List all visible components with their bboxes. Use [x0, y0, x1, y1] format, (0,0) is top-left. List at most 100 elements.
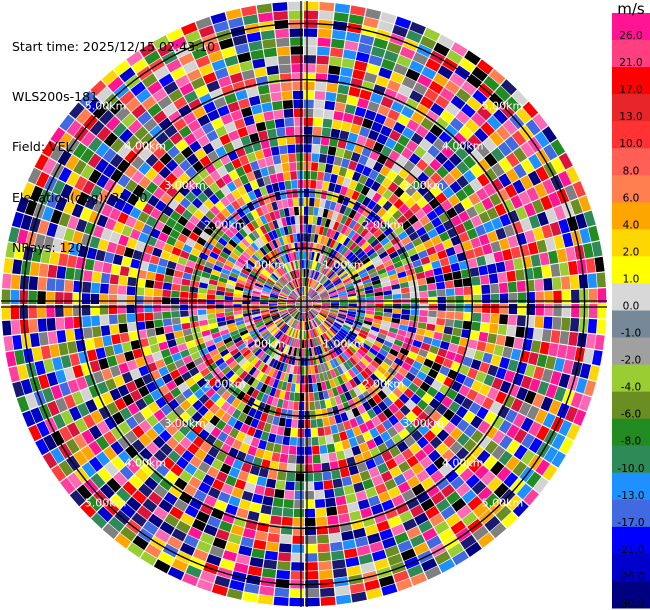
velocity-gate [311, 308, 320, 313]
velocity-gate [362, 478, 375, 490]
velocity-gate [186, 153, 199, 166]
velocity-gate [186, 203, 198, 215]
velocity-gate [340, 352, 349, 362]
velocity-gate [350, 473, 362, 484]
velocity-gate [20, 378, 33, 395]
velocity-gate [528, 421, 542, 437]
velocity-gate [352, 222, 361, 232]
velocity-gate [231, 363, 241, 373]
velocity-gate [571, 304, 580, 318]
velocity-gate [347, 313, 356, 318]
velocity-gate [213, 96, 227, 109]
velocity-gate [291, 243, 296, 252]
velocity-gate [271, 201, 279, 211]
velocity-gate [188, 476, 202, 489]
velocity-gate [199, 155, 212, 168]
velocity-gate [541, 265, 552, 278]
velocity-gate [179, 436, 192, 449]
velocity-gate [266, 541, 279, 552]
velocity-gate [366, 248, 376, 257]
velocity-gate [484, 342, 496, 354]
velocity-gate [320, 363, 326, 373]
velocity-gate [347, 293, 357, 297]
velocity-gate [294, 490, 304, 500]
velocity-gate [203, 101, 217, 114]
velocity-gate [304, 28, 318, 37]
velocity-gate [408, 382, 419, 393]
velocity-gate [304, 304, 313, 307]
velocity-gate [479, 383, 491, 397]
plot-info-block: Start time: 2025/12/15 02:43:10 WLS200s-… [12, 5, 215, 274]
velocity-gate [228, 326, 238, 333]
velocity-gate [170, 36, 187, 50]
velocity-gate [348, 378, 358, 389]
velocity-gate [357, 498, 370, 510]
velocity-gate [416, 159, 429, 172]
velocity-gate [155, 326, 165, 336]
velocity-gate [583, 210, 596, 227]
velocity-gate [282, 264, 288, 274]
velocity-gate [520, 449, 536, 466]
velocity-gate [67, 379, 80, 394]
velocity-gate [462, 155, 477, 169]
velocity-gate [565, 345, 577, 361]
velocity-gate [418, 284, 428, 292]
range-ring-label: 1.00km [323, 338, 365, 351]
velocity-gate [387, 366, 398, 377]
velocity-gate [166, 260, 177, 270]
range-ring-label: 3.00km [402, 417, 444, 430]
velocity-gate [312, 297, 321, 302]
velocity-gate [422, 336, 433, 345]
velocity-gate [5, 242, 17, 258]
velocity-gate [412, 237, 423, 247]
velocity-gate [378, 491, 391, 503]
velocity-gate [200, 324, 210, 332]
velocity-gate [399, 347, 410, 356]
velocity-gate [265, 56, 278, 67]
velocity-gate [250, 209, 260, 220]
nrays-text: NRays: 120 [12, 240, 84, 256]
velocity-gate [226, 394, 236, 405]
velocity-gate [387, 392, 399, 403]
velocity-gate [321, 307, 330, 311]
velocity-gate [330, 250, 338, 260]
velocity-gate [210, 12, 227, 25]
velocity-gate [319, 254, 326, 264]
velocity-gate [96, 381, 109, 395]
velocity-gate [462, 183, 475, 197]
velocity-gate [340, 158, 351, 169]
velocity-gate [357, 97, 370, 109]
velocity-gate [286, 135, 295, 145]
velocity-gate [245, 363, 254, 373]
velocity-gate [345, 348, 354, 357]
velocity-gate [147, 263, 158, 273]
velocity-gate [261, 292, 270, 297]
velocity-gate [288, 295, 297, 300]
velocity-gate [117, 159, 131, 174]
velocity-gate [493, 344, 504, 357]
velocity-gate [392, 209, 403, 221]
velocity-gate [271, 239, 279, 249]
velocity-gate [320, 381, 327, 391]
velocity-gate [211, 458, 224, 471]
velocity-gate [252, 290, 261, 295]
velocity-gate [315, 82, 327, 92]
velocity-gate [494, 203, 507, 217]
velocity-gate [211, 584, 228, 597]
velocity-gate [351, 366, 360, 376]
velocity-gate [466, 206, 478, 219]
velocity-gate [185, 191, 197, 203]
velocity-gate [174, 358, 185, 369]
velocity-gate [383, 241, 393, 251]
velocity-gate [387, 181, 399, 193]
velocity-gate [320, 190, 328, 200]
velocity-gate [543, 446, 559, 463]
velocity-gate [290, 261, 295, 271]
velocity-gate [393, 421, 405, 433]
velocity-gate [278, 181, 286, 191]
velocity-gate [10, 274, 21, 290]
velocity-gate [304, 296, 307, 304]
velocity-gate [296, 374, 301, 384]
velocity-gate [179, 82, 194, 96]
velocity-gate [478, 331, 489, 343]
